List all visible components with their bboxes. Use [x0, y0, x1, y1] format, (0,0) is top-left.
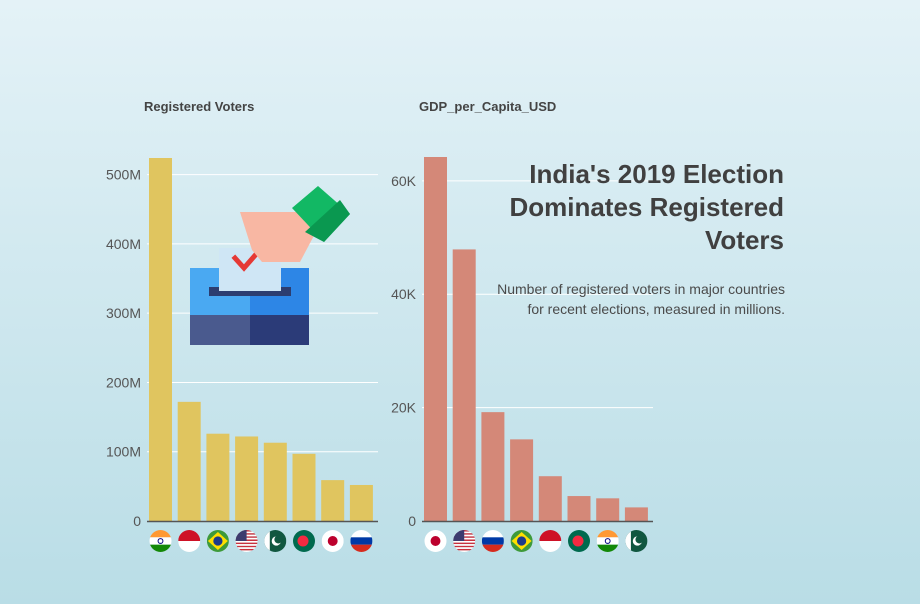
headline: India's 2019 Election Dominates Register… [509, 159, 784, 255]
flag-japan-icon [321, 530, 344, 552]
y-tick-label: 40K [391, 286, 417, 302]
flag-brazil-icon [206, 530, 229, 552]
y-tick-label: 400M [106, 236, 141, 252]
chart-title: Registered Voters [144, 99, 254, 114]
y-tick-label: 20K [391, 400, 417, 416]
flag-brazil-icon [510, 530, 533, 552]
chart-title: GDP_per_Capita_USD [419, 99, 556, 114]
flag-pakistan-icon [625, 530, 648, 552]
chart-0: Registered Voters 0 100M 200M 300M 400M 500M [106, 99, 378, 552]
bar [235, 436, 259, 521]
y-tick-label: 0 [133, 513, 141, 529]
flag-usa-icon [235, 530, 258, 552]
bar [321, 480, 345, 521]
bar [177, 401, 201, 521]
ballot-box-icon [190, 186, 350, 345]
bar [263, 442, 287, 521]
subtitle: Number of registered voters in major cou… [497, 281, 785, 317]
bar [452, 249, 476, 521]
bar [567, 496, 591, 521]
flag-indonesia-icon [178, 530, 201, 552]
bar [206, 433, 230, 521]
flag-bangladesh-icon [293, 530, 315, 552]
y-tick-label: 60K [391, 173, 417, 189]
bar [596, 498, 620, 521]
y-tick-label: 200M [106, 374, 141, 390]
flag-japan-icon [424, 530, 447, 552]
bar [149, 158, 172, 521]
flag-indonesia-icon [539, 530, 562, 552]
bar [510, 439, 534, 521]
chart-1: GDP_per_Capita_USD 0 20K 40K 60K [391, 99, 653, 552]
flag-pakistan-icon [264, 530, 287, 552]
flag-usa-icon [453, 530, 476, 552]
bar [424, 157, 447, 521]
flag-india-icon [596, 530, 619, 552]
flag-russia-icon [481, 530, 504, 552]
bar [349, 484, 373, 521]
bar [624, 507, 648, 521]
y-tick-label: 100M [106, 444, 141, 460]
bar [538, 476, 562, 521]
bar [481, 412, 505, 521]
bar [292, 453, 316, 521]
flag-bangladesh-icon [568, 530, 590, 552]
y-tick-label: 500M [106, 167, 141, 183]
y-tick-label: 300M [106, 305, 141, 321]
flag-russia-icon [350, 530, 373, 552]
y-tick-label: 0 [408, 513, 416, 529]
flag-india-icon [149, 530, 172, 552]
